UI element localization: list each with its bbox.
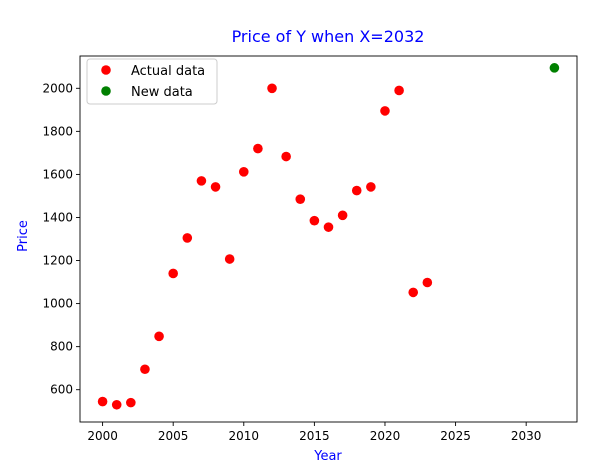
legend-box [86, 58, 218, 105]
x-axis-label: Year [313, 449, 342, 464]
x-tick-label: 2025 [440, 429, 471, 443]
data-point [168, 268, 178, 279]
data-point [380, 106, 390, 116]
data-point [366, 182, 376, 192]
x-tick-label: 2020 [370, 429, 401, 443]
y-tick-label: 1400 [42, 210, 73, 224]
data-point [351, 185, 362, 196]
data-point [140, 364, 150, 375]
y-tick-label: 1200 [42, 254, 73, 268]
y-tick-label: 1800 [42, 124, 73, 138]
y-tick-label: 1000 [42, 297, 73, 311]
x-tick-label: 2000 [87, 429, 118, 443]
legend-label: Actual data [131, 64, 205, 79]
axes-frame [79, 55, 578, 423]
data-point [154, 331, 164, 342]
chart-title: Price of Y when X=2032 [232, 27, 425, 46]
y-tick-label: 600 [50, 383, 73, 397]
data-point [210, 182, 221, 192]
data-point [281, 151, 291, 162]
plot-area: 2000 2005 2010 2015 2020 2025 2030 600 800 1000 12… [42, 55, 578, 443]
y-tick-label: 800 [50, 340, 73, 354]
series-actual-data [97, 83, 433, 410]
data-point [224, 254, 235, 264]
data-point [394, 85, 404, 96]
data-point [196, 176, 207, 186]
legend-label: New data [131, 85, 193, 100]
data-point [408, 287, 419, 298]
x-tick-label: 2030 [511, 429, 542, 443]
data-point [337, 210, 348, 221]
data-point [422, 277, 433, 288]
legend-marker [101, 86, 111, 96]
data-point [267, 83, 277, 94]
data-point [182, 233, 193, 243]
legend-marker [101, 65, 111, 75]
y-tick-label: 1600 [42, 167, 73, 181]
data-point [97, 396, 108, 407]
data-point [295, 194, 306, 204]
x-tick-label: 2015 [299, 429, 330, 443]
data-point [238, 167, 249, 177]
data-point [323, 222, 334, 232]
y-tick-label: 2000 [42, 81, 73, 95]
y-axis-label: Price [16, 220, 31, 252]
x-tick-label: 2010 [229, 429, 260, 443]
data-point [126, 397, 136, 408]
data-point [111, 399, 122, 410]
series-new-data [549, 63, 560, 73]
data-point [549, 63, 560, 73]
x-tick-label: 2005 [158, 429, 189, 443]
data-point [253, 143, 263, 154]
data-point [309, 215, 320, 226]
legend: Actual data New data [86, 58, 218, 105]
